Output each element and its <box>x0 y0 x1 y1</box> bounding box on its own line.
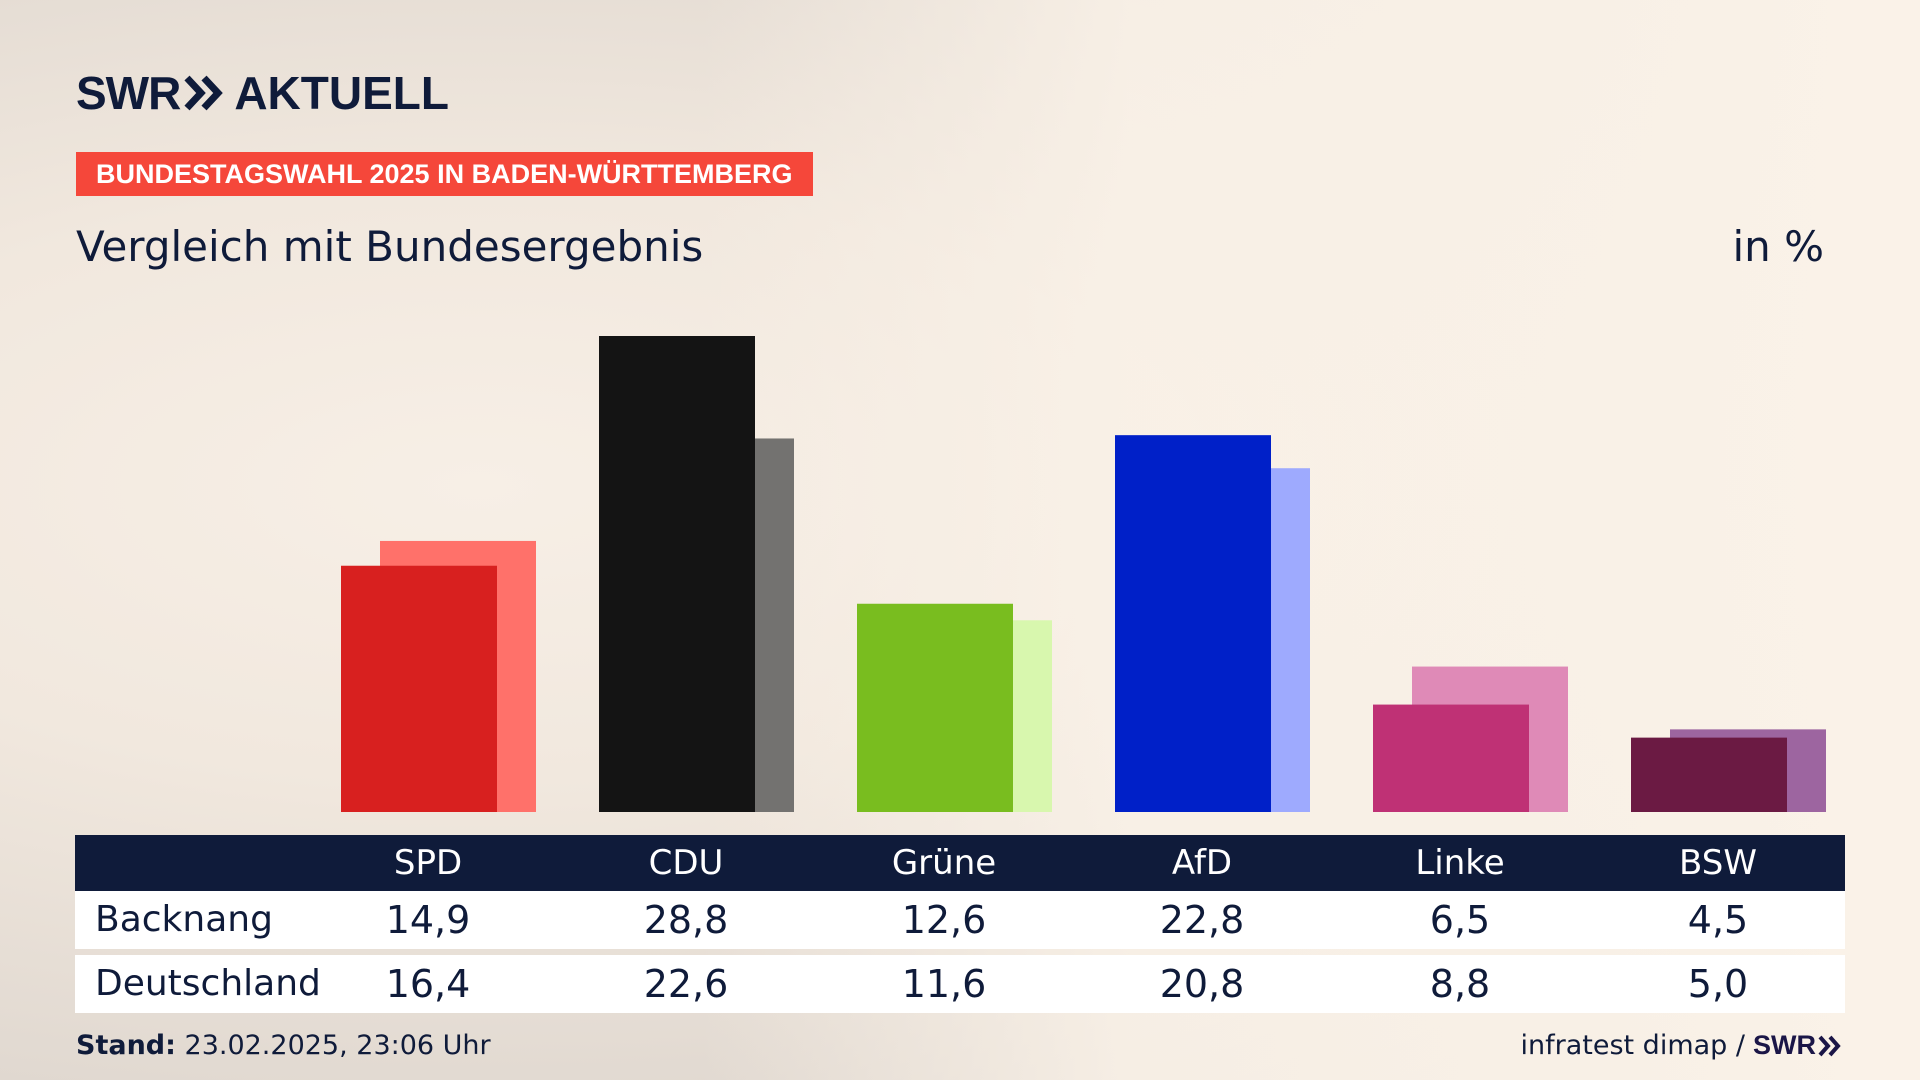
results-table: SPD CDU Grüne AfD Linke BSW Backnang 14,9 28,8 1… <box>75 835 1845 1013</box>
source-credit: infratest dimap / SWR <box>1520 1030 1844 1061</box>
value-cell-bsw: 5,0 <box>1687 962 1749 1006</box>
bar-spd-backnang <box>341 565 497 812</box>
category-label-spd: SPD <box>393 843 463 883</box>
bar-chart <box>341 336 1826 812</box>
chart-subtitle: Vergleich mit Bundesergebnis <box>76 222 704 271</box>
stand-label: Stand: <box>76 1030 176 1061</box>
category-label-cdu: CDU <box>648 843 724 883</box>
category-label-bsw: BSW <box>1679 843 1757 883</box>
category-label-grune: Grüne <box>891 843 997 883</box>
bar-grune-backnang <box>857 603 1013 812</box>
bar-cdu-backnang <box>599 336 755 812</box>
value-cell-cdu: 22,6 <box>643 962 729 1006</box>
value-cell-afd: 20,8 <box>1159 962 1245 1006</box>
election-badge: BUNDESTAGSWAHL 2025 IN BADEN-WÜRTTEMBERG <box>76 152 813 196</box>
category-label-afd: AfD <box>1171 843 1233 883</box>
stand-value: 23.02.2025, 23:06 Uhr <box>184 1030 491 1061</box>
table-header: SPD CDU Grüne AfD Linke BSW <box>75 835 1845 891</box>
value-cell-afd: 22,8 <box>1159 898 1245 942</box>
logo-section: AKTUELL <box>234 67 449 119</box>
bar-afd-backnang <box>1115 435 1271 812</box>
value-cell-linke: 6,5 <box>1429 898 1491 942</box>
double-chevron-icon <box>1818 1035 1841 1056</box>
value-cell-bsw: 4,5 <box>1687 898 1749 942</box>
value-cell-cdu: 28,8 <box>643 898 729 942</box>
row-label: Deutschland <box>95 963 321 1004</box>
logo-brand: SWR <box>76 67 181 119</box>
double-chevron-icon <box>184 75 224 111</box>
category-label-linke: Linke <box>1415 843 1505 883</box>
value-cell-linke: 8,8 <box>1429 962 1491 1006</box>
table-body: Backnang 14,9 28,8 12,6 22,8 6,5 4,5 Deutschlan… <box>75 891 1845 1013</box>
value-cell-spd: 16,4 <box>385 962 471 1006</box>
bar-linke-backnang <box>1373 704 1529 812</box>
table-row: Backnang 14,9 28,8 12,6 22,8 6,5 4,5 <box>75 891 1845 949</box>
swr-aktuell-logo: SWR AKTUELL <box>76 66 449 120</box>
value-cell-grune: 11,6 <box>901 962 987 1006</box>
row-label: Backnang <box>95 899 273 940</box>
value-cell-spd: 14,9 <box>385 898 471 942</box>
table-row: Deutschland 16,4 22,6 11,6 20,8 8,8 5,0 <box>75 955 1845 1013</box>
timestamp: Stand: 23.02.2025, 23:06 Uhr <box>76 1030 491 1061</box>
unit-label: in % <box>1732 222 1824 271</box>
source-brand: SWR <box>1753 1030 1816 1060</box>
value-cell-grune: 12,6 <box>901 898 987 942</box>
source-text: infratest dimap / <box>1520 1030 1745 1061</box>
bar-bsw-backnang <box>1631 737 1787 812</box>
